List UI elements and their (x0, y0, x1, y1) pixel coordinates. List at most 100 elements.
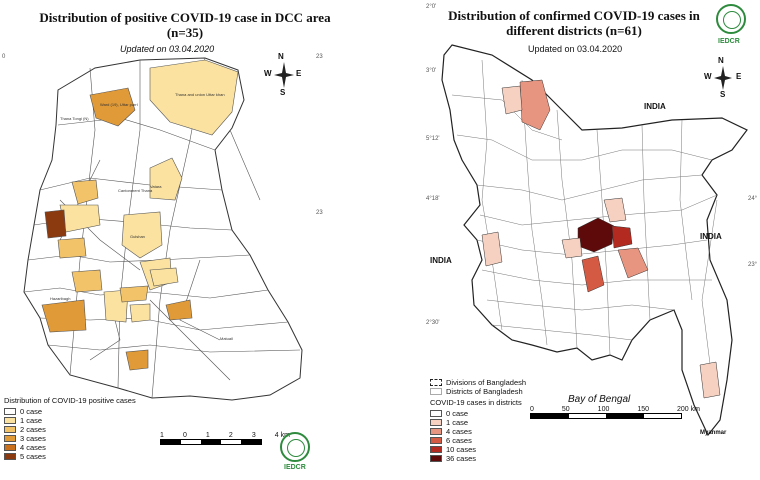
legend-label: 10 cases (446, 445, 477, 454)
ward-1case (121, 211, 163, 259)
legend-swatch (4, 444, 16, 451)
ward-2cases (71, 179, 99, 205)
legend-swatch (430, 410, 442, 417)
legend-swatch (4, 417, 16, 424)
label-india-top: INDIA (644, 102, 666, 111)
scale-label: 100 (597, 406, 610, 413)
svg-text:Ward (19), Uttar parrl: Ward (19), Uttar parrl (100, 102, 138, 107)
district-swatch (430, 388, 442, 395)
ward-2cases (71, 269, 103, 293)
legend-item: 2 cases (4, 425, 136, 434)
iedcr-label: IEDCR (718, 38, 740, 45)
district-1case (501, 85, 523, 115)
legend-swatch (430, 437, 442, 444)
ward-3cases (41, 299, 87, 333)
legend-item: 4 cases (430, 427, 526, 436)
district-4cases (617, 247, 649, 279)
district-narayanganj-10cases (611, 225, 633, 249)
iedcr-logo (280, 432, 310, 462)
scale-label: 200 km (677, 406, 700, 413)
district-1case (603, 197, 627, 223)
dcc-map-title: Distribution of positive COVID-19 case i… (39, 10, 331, 25)
scale-label: 0 (530, 406, 534, 413)
scale-label: 3 (251, 432, 256, 439)
lat-tick: 2°0' (426, 4, 437, 10)
district-1case (699, 361, 721, 399)
legend-item: 5 cases (4, 452, 136, 461)
ward-3cases (89, 87, 136, 127)
lat-tick: 23° (748, 262, 758, 268)
legend-districts: Districts of Bangladesh (446, 387, 523, 396)
bangladesh-map-panel: 2°0' 3°0' 5°12' 4°18' 2°30' 24° 23° Dist… (382, 0, 760, 480)
bd-map-title-line1: Distribution of confirmed COVID-19 cases… (448, 8, 700, 23)
legend-item: 1 case (4, 416, 136, 425)
legend-swatch (4, 408, 16, 415)
compass-w: W (704, 72, 712, 81)
svg-text:Matuail: Matuail (220, 336, 233, 341)
dcc-area-map: Thana and union Uttar khan Ward (19), Ut… (23, 57, 303, 401)
scale-label: 50 (561, 406, 570, 413)
district-1case (561, 237, 583, 259)
compass-s: S (720, 90, 726, 99)
bd-scale-bar: 0 50 100 150 200 km (530, 406, 700, 419)
dcc-map-panel: Distribution of positive COVID-19 case i… (0, 0, 372, 480)
bd-updated-date: Updated on 03.04.2020 (528, 44, 623, 54)
compass-w: W (264, 69, 272, 78)
ward-1case (129, 303, 151, 323)
scale-label: 4 km (274, 432, 290, 439)
label-india-left: INDIA (430, 256, 452, 265)
bd-map-title-line2: different districts (n=61) (506, 23, 642, 38)
dcc-legend: Distribution of COVID-19 positive cases … (4, 396, 136, 461)
legend-label: 1 case (20, 416, 43, 425)
dcc-scale-bar: 1 0 1 2 3 4 km (160, 432, 290, 445)
svg-text:Cantonment Thana: Cantonment Thana (118, 188, 153, 193)
ward-3cases (165, 299, 193, 321)
iedcr-label: IEDCR (284, 464, 306, 471)
svg-text:Vatara: Vatara (150, 184, 162, 189)
legend-label: 1 case (446, 418, 469, 427)
legend-item: 1 case (430, 418, 526, 427)
division-swatch (430, 379, 442, 386)
edge-tick: 0 (2, 54, 6, 60)
compass-n: N (278, 52, 284, 61)
ward-2cases (119, 285, 149, 303)
scale-label: 0 (182, 432, 187, 439)
legend-label: 3 cases (20, 434, 46, 443)
legend-item: 36 cases (430, 454, 526, 463)
legend-item: 3 cases (4, 434, 136, 443)
legend-item: 4 cases (4, 443, 136, 452)
legend-swatch (430, 428, 442, 435)
district-boundaries (451, 59, 718, 381)
iedcr-logo (716, 4, 746, 34)
legend-swatch (4, 435, 16, 442)
legend-label: 4 cases (446, 427, 472, 436)
lat-tick: 2°30' (426, 320, 440, 326)
lat-tick: 24° (748, 196, 758, 202)
scale-label: 150 (637, 406, 650, 413)
bangladesh-district-map (441, 44, 748, 437)
legend-swatch (4, 426, 16, 433)
legend-item: 0 case (4, 407, 136, 416)
legend-label: 4 cases (20, 443, 46, 452)
ward-1case (149, 157, 183, 201)
label-bay-of-bengal: Bay of Bengal (568, 394, 631, 405)
legend-label: 5 cases (20, 452, 46, 461)
ward-1case (149, 59, 239, 136)
svg-text:Hazaribagh: Hazaribagh (50, 296, 70, 301)
edge-tick: 23 (316, 54, 323, 60)
compass-rose-icon (714, 66, 732, 90)
lat-tick: 5°12' (426, 136, 440, 142)
scale-label: 1 (160, 432, 164, 439)
ward-3cases (125, 349, 149, 371)
dcc-legend-title: Distribution of COVID-19 positive cases (4, 396, 136, 405)
lat-tick: 3°0' (426, 68, 437, 74)
legend-swatch (430, 455, 442, 462)
compass-s: S (280, 88, 286, 97)
legend-item: 6 cases (430, 436, 526, 445)
dcc-updated-date: Updated on 03.04.2020 (120, 44, 215, 54)
bd-legend-title: COVID-19 cases in districts (430, 398, 522, 407)
label-myanmar: Myanmar (700, 430, 727, 436)
legend-swatch (430, 419, 442, 426)
compass-e: E (296, 69, 302, 78)
compass-rose-icon (274, 62, 294, 88)
